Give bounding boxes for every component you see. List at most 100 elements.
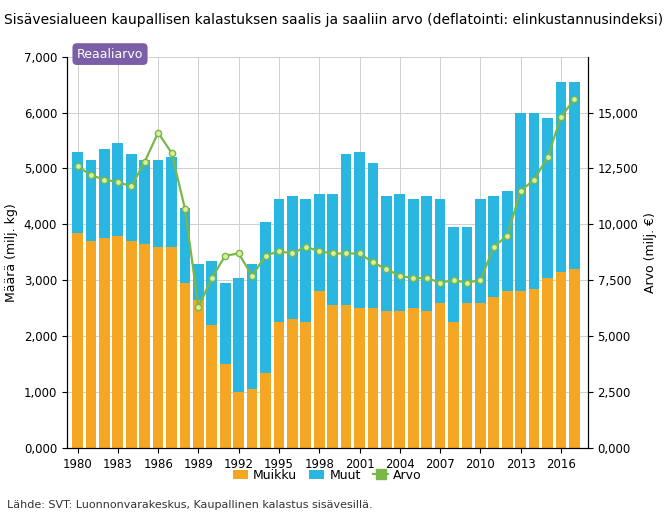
- Bar: [260, 221, 271, 372]
- Bar: [112, 143, 123, 235]
- Arvo: [382, 266, 390, 272]
- Arvo: [530, 177, 538, 183]
- Bar: [529, 113, 540, 289]
- Bar: [301, 322, 311, 448]
- Bar: [274, 199, 285, 322]
- Arvo: [100, 177, 108, 183]
- Line: Arvo: Arvo: [74, 96, 578, 310]
- Legend: Muikku, Muut, Arvo: Muikku, Muut, Arvo: [228, 464, 427, 487]
- Bar: [140, 160, 150, 244]
- Arvo: [463, 280, 471, 286]
- Arvo: [476, 277, 484, 283]
- Bar: [354, 152, 365, 308]
- Bar: [435, 303, 446, 448]
- Bar: [448, 227, 459, 322]
- Bar: [556, 82, 566, 272]
- Arvo: [181, 205, 189, 212]
- Arvo: [355, 250, 363, 256]
- Y-axis label: Arvo (milj. €): Arvo (milj. €): [644, 212, 657, 293]
- Arvo: [503, 232, 511, 238]
- Arvo: [221, 253, 229, 259]
- Bar: [287, 319, 298, 448]
- Bar: [301, 199, 311, 322]
- Bar: [260, 372, 271, 448]
- Bar: [422, 196, 432, 311]
- Bar: [327, 194, 338, 305]
- Bar: [314, 291, 325, 448]
- Bar: [502, 191, 512, 291]
- Bar: [72, 233, 83, 448]
- Bar: [354, 308, 365, 448]
- Bar: [569, 269, 580, 448]
- Bar: [475, 303, 486, 448]
- Bar: [180, 283, 190, 448]
- Bar: [529, 289, 540, 448]
- Arvo: [154, 130, 162, 136]
- Bar: [112, 235, 123, 448]
- Bar: [515, 113, 526, 291]
- Arvo: [396, 273, 404, 279]
- Bar: [462, 227, 472, 303]
- Bar: [341, 305, 351, 448]
- Bar: [246, 264, 257, 389]
- Bar: [193, 264, 204, 300]
- Arvo: [234, 250, 242, 256]
- Bar: [126, 241, 137, 448]
- Bar: [166, 247, 177, 448]
- Bar: [220, 283, 230, 364]
- Bar: [462, 303, 472, 448]
- Bar: [166, 157, 177, 247]
- Bar: [408, 199, 419, 308]
- Bar: [542, 118, 553, 278]
- Bar: [126, 154, 137, 241]
- Bar: [569, 82, 580, 269]
- Arvo: [516, 188, 524, 194]
- Arvo: [315, 248, 323, 254]
- Arvo: [114, 179, 122, 185]
- Bar: [367, 163, 378, 308]
- Bar: [72, 152, 83, 233]
- Bar: [99, 149, 110, 238]
- Arvo: [342, 250, 350, 256]
- Arvo: [557, 114, 565, 120]
- Bar: [206, 325, 217, 448]
- Bar: [488, 297, 499, 448]
- Arvo: [168, 150, 176, 156]
- Bar: [341, 154, 351, 305]
- Arvo: [275, 248, 283, 254]
- Bar: [140, 244, 150, 448]
- Bar: [180, 208, 190, 283]
- Bar: [395, 194, 405, 311]
- Arvo: [544, 154, 552, 160]
- Arvo: [141, 159, 149, 165]
- Bar: [206, 261, 217, 325]
- Arvo: [302, 244, 310, 250]
- Bar: [193, 300, 204, 448]
- Arvo: [423, 275, 431, 281]
- Arvo: [289, 250, 297, 256]
- Arvo: [262, 253, 270, 259]
- Arvo: [127, 183, 135, 190]
- Bar: [435, 199, 446, 303]
- Bar: [381, 311, 391, 448]
- Bar: [246, 389, 257, 448]
- Bar: [395, 311, 405, 448]
- Text: Sisävesialueen kaupallisen kalastuksen saalis ja saaliin arvo (deflatointi: elin: Sisävesialueen kaupallisen kalastuksen s…: [5, 13, 663, 27]
- Y-axis label: Määrä (milj. kg): Määrä (milj. kg): [5, 203, 18, 302]
- Bar: [327, 305, 338, 448]
- Bar: [314, 194, 325, 291]
- Text: Reaaliarvo: Reaaliarvo: [77, 47, 143, 61]
- Bar: [515, 291, 526, 448]
- Bar: [381, 196, 391, 311]
- Bar: [556, 272, 566, 448]
- Arvo: [73, 163, 81, 169]
- Text: Lähde: SVT: Luonnonvarakeskus, Kaupallinen kalastus sisävesillä.: Lähde: SVT: Luonnonvarakeskus, Kaupallin…: [7, 500, 372, 510]
- Bar: [233, 278, 244, 392]
- Bar: [274, 322, 285, 448]
- Arvo: [369, 260, 377, 266]
- Bar: [99, 238, 110, 448]
- Bar: [488, 196, 499, 297]
- Arvo: [87, 172, 95, 178]
- Bar: [422, 311, 432, 448]
- Bar: [86, 160, 96, 241]
